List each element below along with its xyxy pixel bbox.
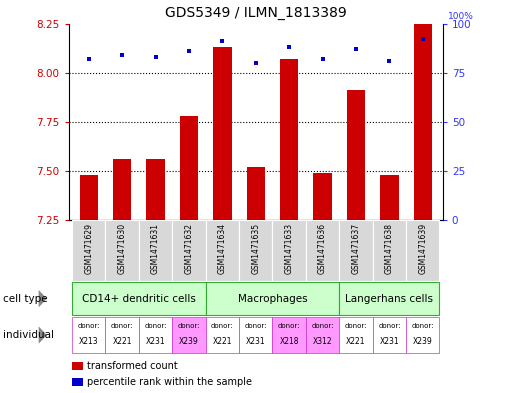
Text: donor:: donor: [111, 323, 133, 329]
Text: donor:: donor: [145, 323, 167, 329]
Text: X312: X312 [313, 337, 332, 346]
Text: GSM1471638: GSM1471638 [385, 223, 394, 274]
Bar [373, 220, 406, 281]
Bar [72, 317, 105, 353]
Bar [306, 317, 340, 353]
Text: X231: X231 [380, 337, 399, 346]
Point [84, 56, 93, 62]
Bar [72, 378, 83, 386]
Bar [139, 317, 172, 353]
Text: CD14+ dendritic cells: CD14+ dendritic cells [82, 294, 196, 304]
Text: donor:: donor: [244, 323, 267, 329]
Text: donor:: donor: [77, 323, 100, 329]
Text: X221: X221 [213, 337, 232, 346]
Text: X239: X239 [179, 337, 199, 346]
Text: X213: X213 [79, 337, 99, 346]
Bar [206, 283, 340, 315]
Text: individual: individual [3, 330, 53, 340]
Point [185, 48, 193, 54]
Text: 100%: 100% [448, 12, 474, 21]
Point [419, 36, 427, 42]
Bar [213, 47, 232, 220]
Bar [139, 220, 172, 281]
Point [152, 54, 160, 60]
Text: X239: X239 [413, 337, 433, 346]
Text: Langerhans cells: Langerhans cells [346, 294, 433, 304]
Text: GSM1471631: GSM1471631 [151, 223, 160, 274]
Text: X221: X221 [346, 337, 366, 346]
Bar [105, 317, 139, 353]
Point [285, 44, 293, 50]
Text: X218: X218 [279, 337, 299, 346]
Text: donor:: donor: [412, 323, 434, 329]
Text: transformed count: transformed count [88, 361, 178, 371]
Text: Macrophages: Macrophages [238, 294, 307, 304]
Text: X231: X231 [246, 337, 266, 346]
Point [319, 56, 327, 62]
Bar [306, 220, 340, 281]
Bar [272, 317, 306, 353]
Point [118, 52, 126, 58]
Text: donor:: donor: [378, 323, 401, 329]
Bar [380, 175, 399, 220]
Bar [172, 317, 206, 353]
Bar [340, 283, 439, 315]
Text: GSM1471637: GSM1471637 [352, 223, 360, 274]
Bar [272, 220, 306, 281]
Bar [72, 362, 83, 369]
Bar [79, 175, 98, 220]
Bar [113, 159, 131, 220]
Bar [373, 317, 406, 353]
Point [352, 46, 360, 52]
Text: X221: X221 [112, 337, 132, 346]
Text: GSM1471635: GSM1471635 [251, 223, 260, 274]
Text: X231: X231 [146, 337, 165, 346]
Text: donor:: donor: [178, 323, 200, 329]
Bar [206, 317, 239, 353]
Point [218, 38, 227, 44]
Text: GSM1471633: GSM1471633 [285, 223, 294, 274]
Text: GSM1471630: GSM1471630 [118, 223, 127, 274]
Bar [347, 90, 365, 220]
Text: donor:: donor: [312, 323, 334, 329]
Text: donor:: donor: [211, 323, 234, 329]
Point [385, 58, 393, 64]
Bar [105, 220, 139, 281]
Text: percentile rank within the sample: percentile rank within the sample [88, 377, 252, 387]
Bar [172, 220, 206, 281]
Bar [406, 220, 439, 281]
Bar [72, 220, 105, 281]
Bar [239, 317, 272, 353]
Text: donor:: donor: [345, 323, 367, 329]
Bar [340, 317, 373, 353]
Text: cell type: cell type [3, 294, 47, 304]
Bar [180, 116, 198, 220]
Bar [239, 220, 272, 281]
Text: GSM1471634: GSM1471634 [218, 223, 227, 274]
Text: donor:: donor: [278, 323, 300, 329]
Bar [414, 24, 432, 220]
Text: GSM1471632: GSM1471632 [184, 223, 193, 274]
Bar [246, 167, 265, 220]
Bar [206, 220, 239, 281]
Text: GSM1471636: GSM1471636 [318, 223, 327, 274]
Bar [72, 283, 206, 315]
Polygon shape [39, 326, 47, 343]
Point [251, 60, 260, 66]
Bar [280, 59, 298, 220]
Bar [406, 317, 439, 353]
Bar [147, 159, 165, 220]
Bar [340, 220, 373, 281]
Title: GDS5349 / ILMN_1813389: GDS5349 / ILMN_1813389 [165, 6, 347, 20]
Polygon shape [39, 290, 47, 307]
Text: GSM1471629: GSM1471629 [84, 223, 93, 274]
Text: GSM1471639: GSM1471639 [418, 223, 427, 274]
Bar [314, 173, 332, 220]
